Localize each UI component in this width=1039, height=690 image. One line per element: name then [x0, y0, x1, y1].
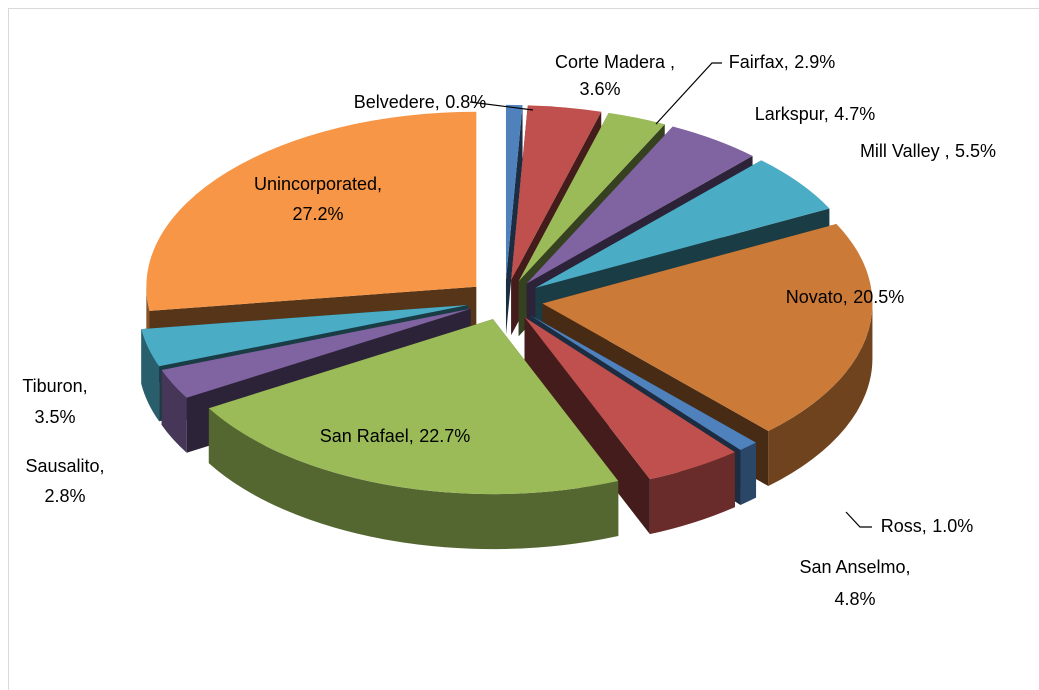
slice-wall: [141, 329, 160, 422]
label-category: San Anselmo,: [799, 557, 910, 577]
slice-top: [208, 319, 619, 495]
slice-wall: [161, 370, 187, 453]
label-value: 0.8%: [445, 92, 486, 112]
data-label: Ross, 1.0%: [881, 516, 973, 536]
data-label: San Rafael, 22.7%: [320, 426, 471, 446]
label-value: 4.7%: [834, 104, 875, 124]
data-label: Mill Valley , 5.5%: [860, 141, 996, 161]
label-category: Mill Valley ,: [860, 141, 950, 161]
label-value: 3.6%: [579, 79, 620, 99]
label-value: 1.0%: [932, 516, 973, 536]
data-label: Novato, 20.5%: [786, 287, 904, 307]
data-label: Fairfax, 2.9%: [729, 52, 835, 72]
slice-top: [526, 126, 753, 284]
slice-top: [505, 104, 523, 280]
label-value: 22.7%: [419, 426, 470, 446]
label-value: 2.9%: [794, 52, 835, 72]
slice-wall: [649, 452, 735, 535]
label-value: 27.2%: [292, 204, 343, 224]
leader-line: [655, 62, 722, 125]
label-value: 4.8%: [834, 589, 875, 609]
label-category: Belvedere,: [354, 92, 440, 112]
label-category: Unincorporated,: [254, 174, 382, 194]
slice-top: [535, 160, 830, 288]
slice-wall: [740, 442, 757, 505]
slice-top: [161, 308, 471, 398]
data-label: Tiburon, 3.5%: [22, 376, 87, 427]
slice-top: [524, 317, 735, 480]
label-category: Novato,: [786, 287, 848, 307]
pie: [141, 104, 873, 550]
data-label: Sausalito, 2.8%: [25, 456, 104, 506]
leader-line: [845, 511, 872, 528]
data-label: San Anselmo, 4.8%: [799, 557, 910, 609]
slice-top: [511, 105, 602, 281]
slice: [524, 317, 735, 535]
slice-side: [161, 308, 471, 426]
slice: [208, 319, 619, 550]
label-category: Sausalito,: [25, 456, 104, 476]
slice-top: [530, 315, 757, 450]
label-category: San Rafael,: [320, 426, 414, 446]
slice-top: [141, 304, 469, 367]
label-value: 2.8%: [44, 486, 85, 506]
slice-top: [542, 224, 873, 432]
slice-side: [505, 105, 523, 335]
slice-side: [524, 317, 650, 535]
chart-frame: [8, 8, 1039, 690]
label-category: Larkspur,: [755, 104, 829, 124]
data-label: Unincorporated, 27.2%: [254, 174, 382, 224]
label-value: 5.5%: [955, 141, 996, 161]
label-category: Fairfax,: [729, 52, 789, 72]
slice: [505, 104, 523, 335]
label-value: 3.5%: [34, 407, 75, 427]
slice-top: [146, 111, 477, 311]
label-value: 20.5%: [853, 287, 904, 307]
data-label: Corte Madera , 3.6%: [555, 52, 675, 99]
data-label: Larkspur, 4.7%: [755, 104, 875, 124]
slice-top: [518, 112, 665, 282]
label-category: Ross,: [881, 516, 927, 536]
leader-line: [469, 101, 534, 111]
data-labels: Belvedere, 0.8% Corte Madera , 3.6% Fairfax,…: [22, 52, 996, 609]
label-category: Corte Madera ,: [555, 52, 675, 72]
slice-wall: [208, 408, 619, 550]
data-label: Belvedere, 0.8%: [354, 92, 486, 112]
slice-wall: [768, 303, 873, 487]
label-category: Tiburon,: [22, 376, 87, 396]
